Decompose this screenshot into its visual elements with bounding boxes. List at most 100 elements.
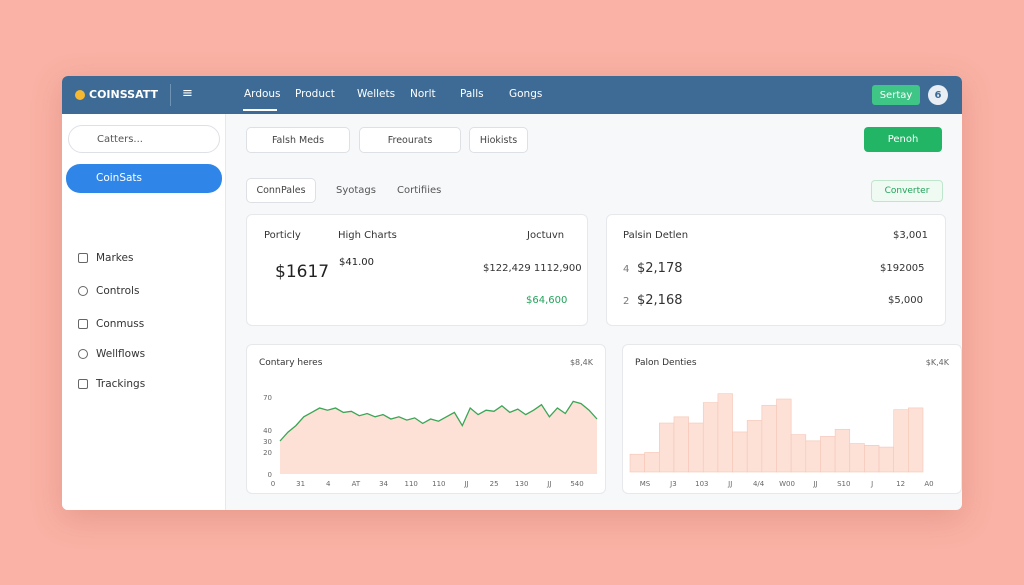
bar bbox=[761, 404, 777, 473]
row-index: 4 bbox=[623, 264, 630, 275]
row-right: $192005 bbox=[880, 263, 925, 274]
menu-label: Controls bbox=[96, 285, 140, 297]
bar bbox=[893, 409, 909, 473]
x-tick-label: MS bbox=[640, 480, 651, 488]
nav-item[interactable]: Product bbox=[295, 88, 335, 100]
chart-title: Palon Denties bbox=[635, 358, 697, 368]
app-window: COINSSATT ≡ Ardous Product Wellets Norlt… bbox=[62, 76, 962, 510]
sidebar: Catters... CoinSats Markes Controls Conm… bbox=[62, 114, 226, 510]
y-tick-label: 20 bbox=[263, 449, 272, 457]
menu-label: Conmuss bbox=[96, 318, 145, 330]
avatar[interactable]: 6 bbox=[928, 85, 948, 105]
area bbox=[280, 401, 597, 474]
menu-item[interactable]: Markes bbox=[78, 252, 133, 264]
chart-note: $K,4K bbox=[926, 358, 950, 367]
green-value: $64,600 bbox=[526, 295, 568, 306]
tab[interactable]: ConnPales bbox=[246, 178, 316, 203]
card: Palsin Detlen $3,001 4 $2,178 $192005 2 … bbox=[606, 214, 946, 326]
nav-item[interactable]: Wellets bbox=[357, 88, 396, 100]
y-tick-label: 30 bbox=[263, 438, 272, 446]
primary-button[interactable]: Penoh bbox=[864, 127, 942, 152]
nav-item[interactable]: Palls bbox=[460, 88, 484, 100]
logo bbox=[75, 90, 85, 100]
x-tick-label: 25 bbox=[490, 480, 499, 488]
x-tick-label: JJ bbox=[546, 480, 551, 488]
bar bbox=[629, 453, 645, 473]
bar bbox=[702, 402, 719, 473]
row-right: $5,000 bbox=[888, 295, 923, 306]
y-tick-label: 40 bbox=[263, 427, 272, 435]
bar bbox=[834, 428, 851, 473]
x-tick-label: AT bbox=[352, 480, 361, 488]
menu-label: Wellflows bbox=[96, 348, 146, 360]
x-tick-label: 34 bbox=[379, 480, 388, 488]
bar bbox=[805, 440, 821, 473]
bar bbox=[673, 416, 689, 473]
nav-item[interactable]: Gongs bbox=[509, 88, 543, 100]
bar bbox=[717, 393, 733, 473]
bar bbox=[688, 422, 704, 473]
x-tick-label: JJ bbox=[812, 480, 817, 488]
dropdown[interactable]: High Charts bbox=[338, 230, 397, 241]
search[interactable]: Catters... bbox=[68, 125, 220, 153]
menu-item[interactable]: Wellflows bbox=[78, 348, 145, 360]
bar bbox=[746, 420, 763, 473]
x-tick-label: 110 bbox=[432, 480, 445, 488]
tab[interactable]: Syotags bbox=[336, 185, 376, 196]
x-tick-label: 12 bbox=[896, 480, 905, 488]
header: COINSSATT ≡ Ardous Product Wellets Norlt… bbox=[62, 76, 962, 114]
menu-item[interactable]: Trackings bbox=[78, 378, 145, 390]
active-underline bbox=[243, 109, 277, 111]
tab[interactable]: Cortifiies bbox=[397, 185, 442, 196]
row-value: $2,168 bbox=[637, 293, 683, 308]
menu-item[interactable]: Conmuss bbox=[78, 318, 144, 330]
divider bbox=[170, 84, 171, 106]
bar bbox=[908, 407, 924, 473]
row-value: $2,178 bbox=[637, 261, 683, 276]
menu-icon[interactable]: ≡ bbox=[182, 86, 193, 101]
x-tick-label: S10 bbox=[837, 480, 850, 488]
chart: Palon Denties $K,4K MS J3 103 JJ 4/4 W00 JJ S10 J 1… bbox=[629, 358, 950, 488]
bar bbox=[658, 422, 675, 473]
header-button[interactable]: Sertay bbox=[872, 85, 920, 105]
active-item[interactable]: CoinSats bbox=[66, 164, 222, 193]
card-label: Joctuvn bbox=[527, 230, 565, 241]
x-tick-label: 0 bbox=[271, 480, 275, 488]
card: Porticly High Charts Joctuvn $1617 $41.0… bbox=[246, 214, 588, 326]
chart-card: Palon Denties $K,4K MS J3 103 JJ 4/4 W00 JJ S10 J 1… bbox=[622, 344, 962, 494]
x-tick-label: A0 bbox=[924, 480, 933, 488]
nav-item[interactable]: Ardous bbox=[244, 88, 281, 100]
filter[interactable]: Falsh Meds bbox=[246, 127, 350, 153]
big-value: $1617 bbox=[275, 262, 330, 282]
x-tick-label: 130 bbox=[515, 480, 528, 488]
line bbox=[279, 400, 598, 442]
chart-title: Contary heres bbox=[259, 358, 323, 368]
menu-label: Markes bbox=[96, 252, 134, 264]
x-tick-label: 110 bbox=[404, 480, 417, 488]
row-index: 2 bbox=[623, 296, 630, 307]
x-tick-label: JJ bbox=[727, 480, 732, 488]
brand: COINSSATT bbox=[89, 88, 158, 101]
chart-card: Contary heres $8,4K 0 20 30 40 70 0 31 4 AT 34 110 11… bbox=[246, 344, 606, 494]
menu-item[interactable]: Controls bbox=[78, 285, 139, 297]
converter-button[interactable]: Converter bbox=[871, 180, 943, 202]
filter[interactable]: Freourats bbox=[359, 127, 461, 153]
x-tick-label: 103 bbox=[695, 480, 708, 488]
filter[interactable]: Hiokists bbox=[469, 127, 528, 153]
range-value: $122,429 1112,900 bbox=[483, 263, 582, 274]
y-tick-label: 70 bbox=[263, 394, 272, 402]
bar bbox=[644, 452, 660, 473]
menu-label: Trackings bbox=[96, 378, 146, 390]
chart-note: $8,4K bbox=[570, 358, 594, 367]
x-tick-label: 4/4 bbox=[753, 480, 765, 488]
chart: Contary heres $8,4K 0 20 30 40 70 0 31 4 AT 34 110 11… bbox=[259, 358, 598, 488]
nav-item[interactable]: Norlt bbox=[410, 88, 436, 100]
y-tick-label: 0 bbox=[268, 471, 272, 479]
x-tick-label: J3 bbox=[669, 480, 677, 488]
bar bbox=[878, 446, 894, 473]
bar bbox=[776, 398, 792, 473]
x-tick-label: 31 bbox=[296, 480, 305, 488]
card-title: Porticly bbox=[264, 230, 301, 241]
x-tick-label: 540 bbox=[570, 480, 583, 488]
bar bbox=[790, 434, 807, 473]
